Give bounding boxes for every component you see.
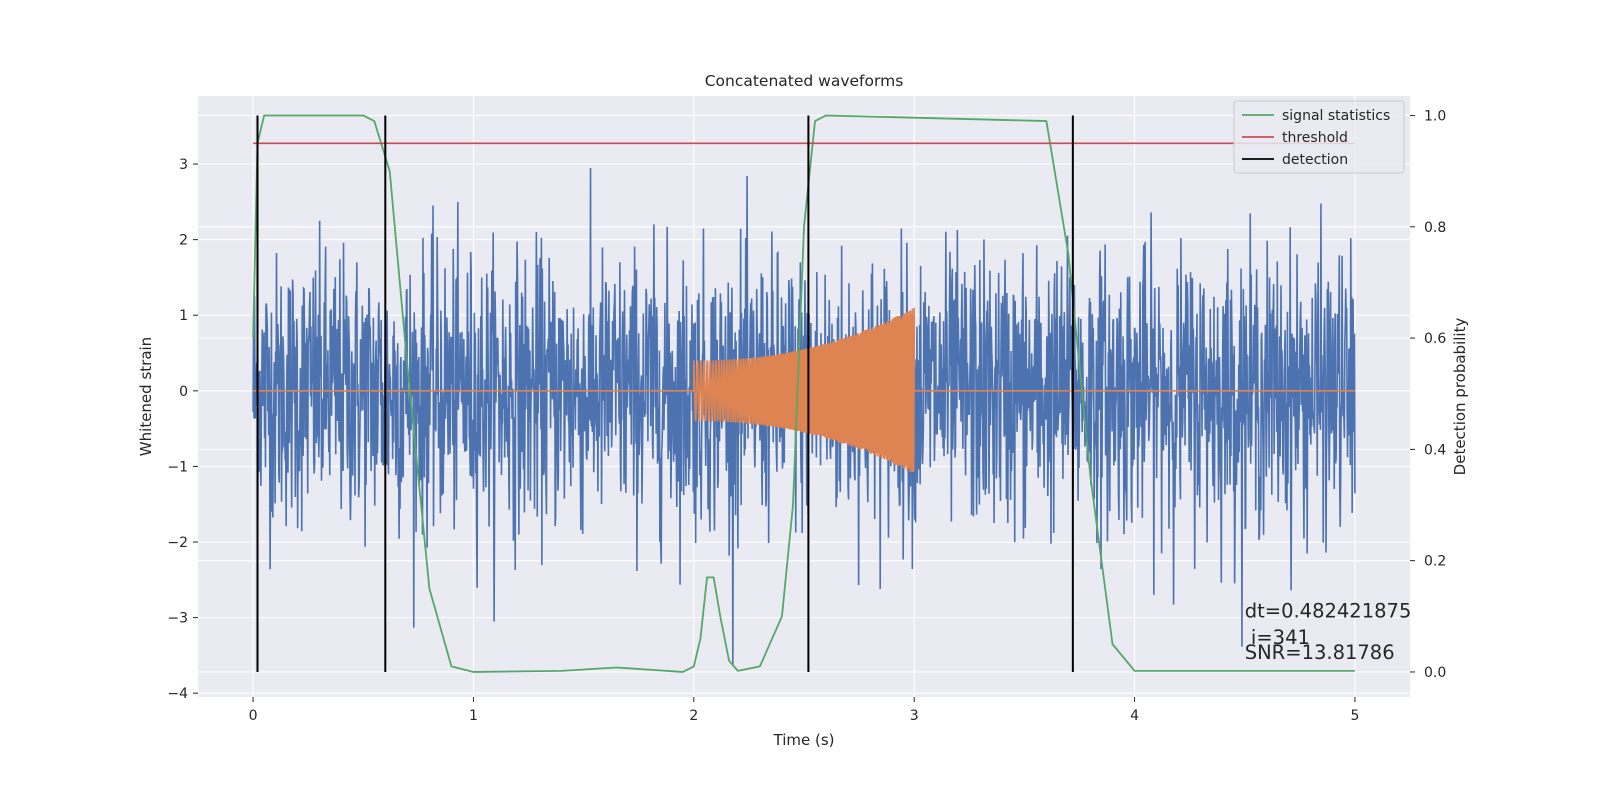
- x-tick-label: 1: [469, 708, 478, 724]
- x-tick-label: 5: [1350, 708, 1359, 724]
- y-right-tick-label: 0.2: [1424, 554, 1446, 570]
- x-tick-label: 2: [689, 708, 698, 724]
- x-tick-label: 3: [910, 708, 919, 724]
- legend-label: signal statistics: [1282, 108, 1390, 124]
- y-right-tick-label: 0.8: [1424, 220, 1446, 236]
- y-axis-right-label: Detection probability: [1451, 318, 1469, 476]
- x-tick-label: 0: [249, 708, 258, 724]
- plot-area: [193, 96, 1415, 702]
- x-tick-label: 4: [1130, 708, 1139, 724]
- x-axis-label: Time (s): [773, 731, 835, 749]
- y-right-tick-label: 0.4: [1424, 442, 1446, 458]
- annotation-text: i=341: [1245, 626, 1310, 649]
- y-left-tick-label: −2: [167, 535, 188, 551]
- annotation-text: dt=0.482421875: [1245, 600, 1412, 623]
- y-axis-left-label: Whitened strain: [137, 337, 155, 456]
- legend-label: threshold: [1282, 130, 1348, 146]
- y-left-tick-label: 3: [179, 157, 188, 173]
- y-left-tick-label: −1: [167, 459, 188, 475]
- y-right-tick-label: 0.0: [1424, 665, 1446, 681]
- series-line-signal-statistics: [252, 114, 1355, 673]
- annotation-text: SNR=13.81786: [1245, 641, 1395, 664]
- legend-label: detection: [1282, 152, 1348, 168]
- legend: signal statistics threshold detection: [1233, 100, 1405, 174]
- y-left-tick-label: −4: [167, 686, 188, 702]
- series-line-injected-chirp: [253, 307, 1355, 472]
- series-group: [252, 114, 1356, 673]
- legend-box: [1233, 100, 1405, 174]
- chart-title: Concatenated waveforms: [705, 72, 904, 90]
- y-left-tick-label: 1: [179, 308, 188, 324]
- y-left-tick-label: 2: [179, 233, 188, 249]
- y-left-tick-label: 0: [179, 384, 188, 400]
- y-right-tick-label: 0.6: [1424, 331, 1446, 347]
- y-left-tick-label: −3: [167, 611, 188, 627]
- y-right-tick-label: 1.0: [1424, 108, 1446, 124]
